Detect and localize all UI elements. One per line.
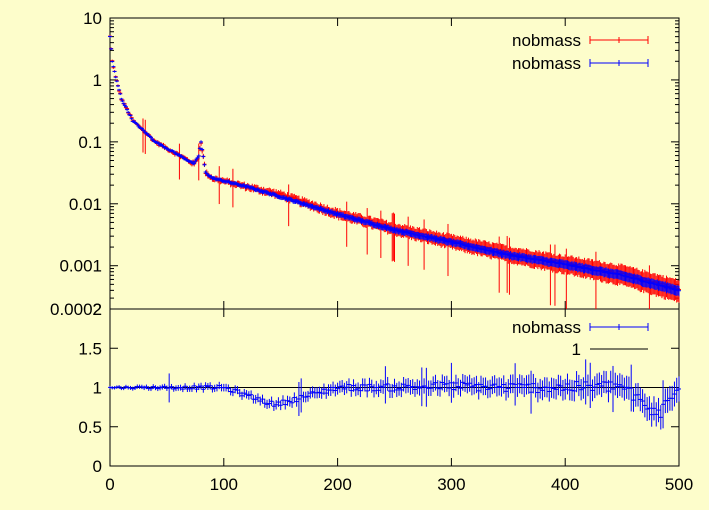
x-tick-label: 500 [665, 475, 693, 494]
y-tick-label-top: 0.1 [78, 133, 102, 152]
bottom-axis-ticks: 0 0.5 1 1.5 2 0 100 200 300 400 500 [78, 300, 693, 494]
top-series-group [108, 35, 681, 309]
y-tick-label-bottom: 0 [93, 457, 102, 476]
top-series-1 [108, 35, 681, 297]
bottom-series-group [108, 359, 681, 430]
y-tick-label-bottom: 1 [93, 379, 102, 398]
y-tick-label-top: 10 [83, 9, 102, 28]
y-tick-label-bottom: 1.5 [78, 339, 102, 358]
y-tick-label-top: 0.01 [69, 195, 102, 214]
x-tick-label: 100 [210, 475, 238, 494]
x-tick-label: 200 [323, 475, 351, 494]
legend-label: nobmass [512, 318, 581, 337]
y-tick-label-top: 0.001 [59, 257, 102, 276]
x-tick-label: 0 [105, 475, 114, 494]
y-tick-label-bottom: 2 [93, 300, 102, 319]
x-tick-label: 300 [437, 475, 465, 494]
legend-label: nobmass [512, 31, 581, 50]
legend-label: nobmass [512, 54, 581, 73]
x-tick-label: 400 [551, 475, 579, 494]
legend-group: nobmass nobmass nobmass 1 [512, 31, 649, 359]
y-tick-label-top: 0.0002 [50, 300, 102, 319]
y-tick-label-bottom: 0.5 [78, 418, 102, 437]
y-tick-label-top: 1 [93, 71, 102, 90]
legend-label: 1 [572, 340, 581, 359]
bottom-series-0 [108, 359, 681, 430]
